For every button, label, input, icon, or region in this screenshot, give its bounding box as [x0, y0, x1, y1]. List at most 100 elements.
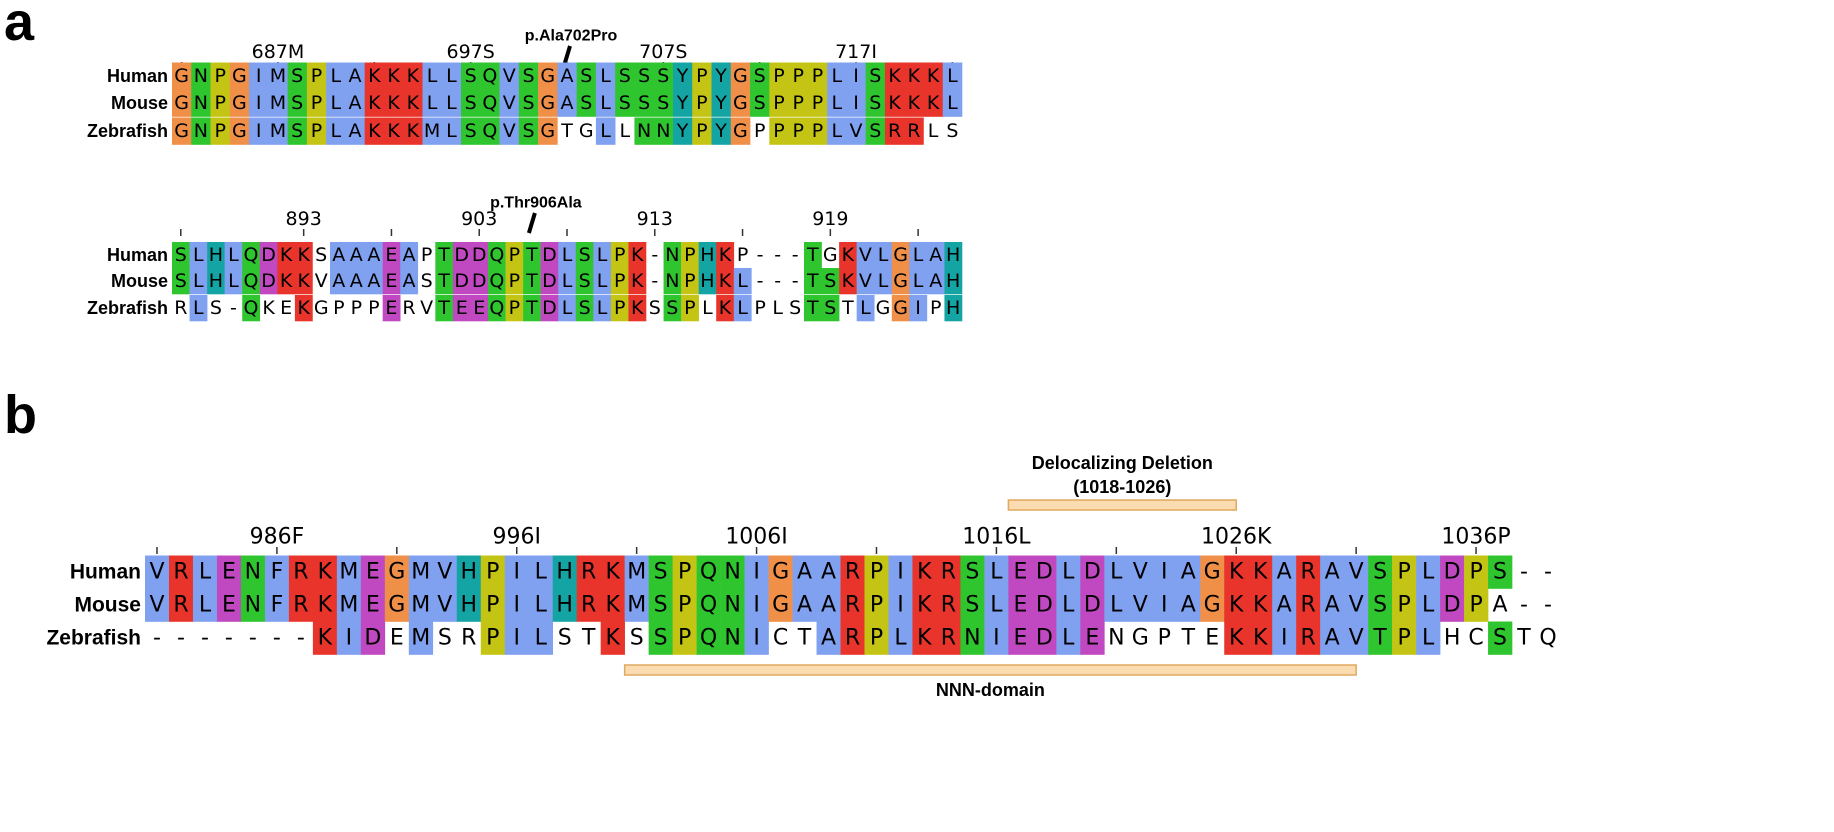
residue-bg [595, 117, 616, 145]
residue-bg [733, 295, 752, 322]
residue-bg [628, 242, 647, 269]
panel-label: b [4, 385, 37, 445]
residue-bg [540, 242, 559, 269]
residue-bg [538, 89, 558, 117]
residue-bg [1152, 588, 1177, 622]
residue-bg [264, 555, 290, 589]
residue-bg [1032, 621, 1057, 655]
residue-bg [912, 621, 937, 655]
residue-bg [1080, 621, 1105, 655]
residue-bg [422, 89, 443, 117]
residue-bg [575, 295, 594, 322]
residue-bg [576, 62, 597, 90]
residue-bg [192, 555, 218, 589]
residue-bg [499, 62, 520, 90]
ruler-label: 919 [812, 208, 848, 230]
residue-bg [575, 242, 594, 269]
residue-bg [480, 588, 506, 622]
residue-bg [518, 117, 539, 145]
residue-bg [1464, 588, 1489, 622]
residue-bg [347, 242, 366, 269]
residue-bg [672, 117, 693, 145]
residue-bg [422, 62, 443, 90]
residue-bg [480, 117, 500, 145]
residue-bg [575, 268, 594, 295]
residue-bg [807, 62, 828, 90]
residue-bg [336, 555, 362, 589]
residue-bg [326, 117, 346, 145]
residue-bg [663, 295, 682, 322]
residue-bg [840, 588, 865, 622]
residue-bg [456, 555, 482, 589]
residue-bg [189, 268, 208, 295]
residue-bg [672, 89, 693, 117]
residue-bg [984, 588, 1009, 622]
ruler-label: 1016L [962, 525, 1031, 550]
residue-bg [839, 268, 857, 295]
residue-bg [909, 295, 928, 322]
residue-bg [1392, 555, 1417, 589]
residue-bg [336, 621, 362, 655]
residue-bg [1416, 555, 1441, 589]
residue-bg [1008, 555, 1033, 589]
feature-label: NNN-domain [936, 680, 1045, 700]
residue-bg [1176, 555, 1201, 589]
residue-bg [816, 588, 841, 622]
residue-bg [1392, 621, 1417, 655]
residue-bg [480, 89, 500, 117]
residue-bg [1344, 621, 1369, 655]
residue-bg [224, 242, 243, 269]
residue-bg [470, 268, 489, 295]
residue-bg [716, 295, 735, 322]
residue-bg [1296, 588, 1321, 622]
residue-bg [518, 62, 539, 90]
residue-bg [1248, 588, 1273, 622]
residue-bg [452, 268, 471, 295]
residue-bg [788, 62, 809, 90]
residue-bg [864, 621, 889, 655]
residue-bg [923, 62, 944, 90]
residue-bg [804, 242, 822, 269]
residue-bg [504, 555, 530, 589]
residue-bg [942, 89, 963, 117]
residue-bg [600, 555, 625, 589]
residue-bg [365, 242, 383, 269]
residue-bg [846, 117, 866, 145]
residue-bg [277, 242, 296, 269]
residue-bg [888, 621, 913, 655]
residue-bg [538, 62, 558, 90]
residue-bg [884, 62, 905, 90]
residue-bg [456, 588, 482, 622]
residue-bg [306, 62, 327, 90]
residue-bg [189, 242, 208, 269]
residue-bg [840, 555, 865, 589]
residue-bg [1248, 621, 1273, 655]
residue-bg [634, 117, 655, 145]
residue-bg [884, 89, 905, 117]
residue-bg [1080, 588, 1105, 622]
residue-bg [615, 62, 635, 90]
residue-bg [663, 242, 682, 269]
residue-bg [505, 242, 524, 269]
residue-bg [865, 89, 886, 117]
ruler-label: 717I [835, 41, 877, 63]
residue-bg [330, 268, 348, 295]
residue-bg [145, 588, 170, 622]
feature-label: Delocalizing Deletion [1032, 453, 1213, 473]
residue-bg [769, 89, 789, 117]
residue-bg [441, 117, 462, 145]
residue-bg [259, 268, 278, 295]
residue-bg [470, 295, 489, 322]
residue-bg [461, 62, 481, 90]
residue-bg [821, 268, 840, 295]
residue-bg [1272, 621, 1297, 655]
residue-bg [1248, 555, 1273, 589]
residue-bg [865, 117, 886, 145]
residue-bg [600, 621, 625, 655]
residue-bg [207, 268, 225, 295]
residue-bg [210, 117, 231, 145]
residue-bg [383, 89, 404, 117]
residue-bg [441, 89, 462, 117]
residue-bg [1032, 588, 1057, 622]
residue-bg [191, 117, 211, 145]
